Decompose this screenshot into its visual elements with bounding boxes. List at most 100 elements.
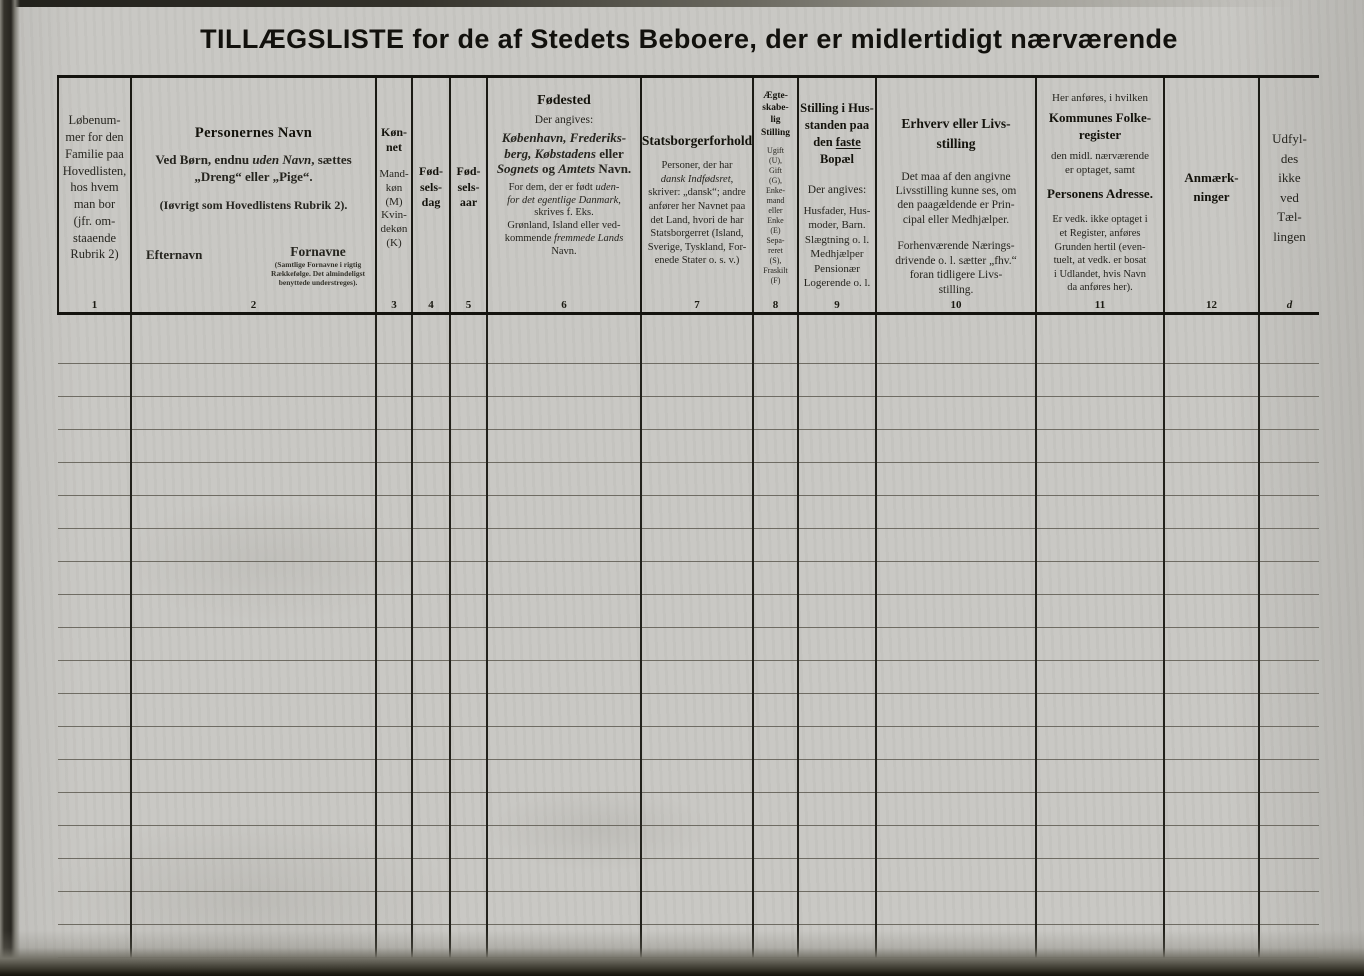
body-cell bbox=[411, 693, 450, 728]
body-cell bbox=[58, 462, 131, 497]
body-cell bbox=[1163, 462, 1259, 497]
body-cell bbox=[58, 726, 131, 761]
body-cell bbox=[486, 759, 641, 794]
body-cell bbox=[130, 313, 376, 365]
body-cell bbox=[797, 363, 876, 398]
col6-note2: For dem, der er født uden- for det egent… bbox=[504, 181, 624, 257]
col2-heading: Personernes Navn bbox=[194, 125, 313, 141]
body-cell bbox=[58, 693, 131, 728]
body-cell bbox=[449, 660, 487, 695]
empty-entry-rows bbox=[58, 313, 1319, 976]
body-cell bbox=[1163, 627, 1259, 662]
body-cell bbox=[1163, 561, 1259, 596]
body-cell bbox=[1035, 495, 1164, 530]
body-cell bbox=[375, 759, 412, 794]
column-numbers-row: 1 2 3 4 5 6 7 8 9 10 11 12 d bbox=[57, 297, 1319, 316]
body-cell bbox=[58, 627, 131, 662]
body-cell bbox=[1035, 528, 1164, 563]
body-cell bbox=[375, 462, 412, 497]
body-cell bbox=[875, 759, 1036, 794]
body-cell bbox=[640, 528, 753, 563]
body-cell bbox=[1258, 792, 1319, 827]
col10-note1: Det maa af den angivne Livsstilling kunn… bbox=[895, 170, 1017, 226]
body-cell bbox=[1163, 891, 1259, 926]
body-cell bbox=[1163, 726, 1259, 761]
form-title: TILLÆGSLISTE for de af Stedets Beboere, … bbox=[200, 24, 1178, 54]
body-cell bbox=[375, 825, 412, 860]
body-cell bbox=[58, 313, 131, 365]
body-row bbox=[58, 825, 1319, 860]
body-cell bbox=[375, 627, 412, 662]
body-cell bbox=[411, 462, 450, 497]
body-row bbox=[58, 627, 1319, 662]
body-cell bbox=[486, 396, 641, 431]
census-table: Løbenum- mer for den Familie paa Hovedli… bbox=[57, 75, 1319, 976]
column-number: 6 bbox=[486, 297, 641, 316]
body-cell bbox=[1258, 429, 1319, 464]
body-cell bbox=[1163, 363, 1259, 398]
column-number: 2 bbox=[130, 297, 376, 316]
body-cell bbox=[797, 759, 876, 794]
body-cell bbox=[1035, 429, 1164, 464]
body-cell bbox=[411, 825, 450, 860]
scan-edge-top bbox=[0, 0, 1364, 7]
col11-pre: Her anføres, i hvilken bbox=[1052, 92, 1148, 104]
body-cell bbox=[752, 462, 798, 497]
body-cell bbox=[1258, 528, 1319, 563]
body-cell bbox=[1163, 825, 1259, 860]
body-cell bbox=[130, 528, 376, 563]
body-cell bbox=[797, 594, 876, 629]
body-cell bbox=[130, 792, 376, 827]
body-cell bbox=[1035, 561, 1164, 596]
body-cell bbox=[375, 429, 412, 464]
col-header-9-stilling-i-husstanden: Stilling i Hus- standen paa den faste Bo… bbox=[797, 76, 876, 298]
body-cell bbox=[875, 891, 1036, 926]
col12-heading: Anmærk- ninger bbox=[1184, 169, 1239, 204]
body-cell bbox=[130, 594, 376, 629]
body-cell bbox=[58, 825, 131, 860]
col-header-12-anmaerkninger: Anmærk- ninger bbox=[1163, 76, 1259, 298]
body-cell bbox=[752, 495, 798, 530]
col4-heading: Fød- sels- dag bbox=[419, 164, 443, 210]
col-header-13-udfyldes-ikke: Udfyl- des ikke ved Tæl- lingen bbox=[1258, 76, 1319, 298]
column-number: 9 bbox=[797, 297, 876, 316]
body-cell bbox=[486, 825, 641, 860]
body-row bbox=[58, 313, 1319, 365]
body-cell bbox=[1035, 313, 1164, 365]
body-cell bbox=[1258, 759, 1319, 794]
col11-heading-folkeregister: Kommunes Folke- register bbox=[1048, 110, 1152, 142]
column-number: 3 bbox=[375, 297, 412, 316]
body-cell bbox=[1035, 726, 1164, 761]
body-cell bbox=[130, 726, 376, 761]
col11-note: Er vedk. ikke optaget i et Register, anf… bbox=[1052, 214, 1148, 294]
body-cell bbox=[1163, 660, 1259, 695]
fornavne-label: Fornavne bbox=[290, 244, 346, 260]
body-cell bbox=[1035, 693, 1164, 728]
body-cell bbox=[375, 693, 412, 728]
body-cell bbox=[449, 693, 487, 728]
body-cell bbox=[130, 759, 376, 794]
col-header-5-foedselsaar: Fød- sels- aar bbox=[449, 76, 487, 298]
body-cell bbox=[58, 858, 131, 893]
body-cell bbox=[752, 891, 798, 926]
col13-description: Udfyl- des ikke ved Tæl- lingen bbox=[1272, 131, 1307, 244]
col6-subheading: Der angives: bbox=[534, 114, 594, 126]
body-cell bbox=[130, 858, 376, 893]
body-cell bbox=[449, 313, 487, 365]
body-cell bbox=[375, 858, 412, 893]
body-cell bbox=[875, 561, 1036, 596]
body-cell bbox=[875, 693, 1036, 728]
body-cell bbox=[486, 462, 641, 497]
body-cell bbox=[486, 726, 641, 761]
body-cell bbox=[449, 858, 487, 893]
body-cell bbox=[449, 627, 487, 662]
body-cell bbox=[130, 627, 376, 662]
body-cell bbox=[58, 495, 131, 530]
body-cell bbox=[130, 660, 376, 695]
body-cell bbox=[449, 363, 487, 398]
body-cell bbox=[1163, 792, 1259, 827]
body-cell bbox=[640, 759, 753, 794]
body-row bbox=[58, 561, 1319, 596]
col11-heading-adresse: Personens Adresse. bbox=[1047, 186, 1153, 202]
